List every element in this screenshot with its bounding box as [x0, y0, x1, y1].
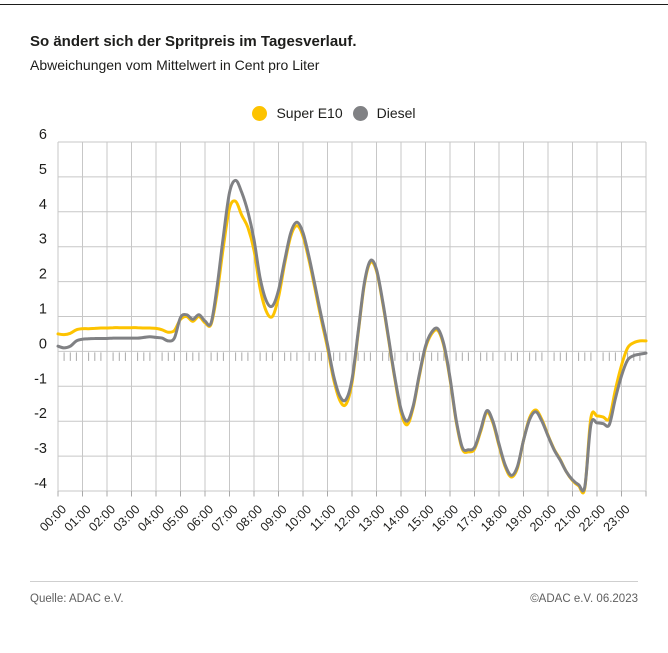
x-tick-label: 13:00 — [356, 502, 388, 534]
x-tick-label: 07:00 — [209, 502, 241, 534]
x-tick-label: 08:00 — [233, 502, 265, 534]
y-tick-label: -3 — [34, 441, 47, 457]
x-tick-label: 01:00 — [62, 502, 94, 534]
x-tick-label: 14:00 — [380, 502, 412, 534]
y-tick-label: -1 — [34, 371, 47, 387]
x-tick-label: 15:00 — [405, 502, 437, 534]
x-tick-label: 02:00 — [86, 502, 118, 534]
y-tick-label: 1 — [39, 302, 47, 318]
y-tick-label: 4 — [39, 197, 47, 213]
x-tick-label: 17:00 — [454, 502, 486, 534]
series-diesel-line — [56, 178, 648, 493]
x-axis-labels: 00:0001:0002:0003:0004:0005:0006:0007:00… — [37, 502, 633, 534]
legend-label-super-e10: Super E10 — [276, 105, 343, 121]
x-tick-label: 16:00 — [429, 502, 461, 534]
x-axis-ticks — [57, 491, 647, 497]
y-tick-label: -2 — [34, 406, 47, 422]
x-tick-label: 00:00 — [37, 502, 69, 534]
chart-title: So ändert sich der Spritpreis im Tagesve… — [30, 33, 357, 50]
x-tick-label: 12:00 — [331, 502, 363, 534]
copyright-label: ©ADAC e.V. 06.2023 — [530, 593, 638, 605]
x-tick-label: 18:00 — [478, 502, 510, 534]
legend-label-diesel: Diesel — [376, 105, 416, 121]
legend-swatch-super-e10 — [252, 105, 268, 121]
x-tick-label: 11:00 — [307, 502, 338, 533]
legend-item-diesel: Diesel — [352, 105, 416, 121]
x-tick-label: 23:00 — [601, 502, 633, 534]
legend-swatch-diesel — [352, 105, 368, 121]
y-axis-labels: 6 5 4 3 2 1 0 -1 -2 -3 -4 — [34, 127, 47, 492]
zero-line-minor-ticks — [63, 352, 641, 361]
legend: Super E10 Diesel — [0, 105, 668, 121]
top-border-line — [0, 4, 668, 5]
y-tick-label: 2 — [39, 267, 47, 283]
x-tick-label: 09:00 — [258, 502, 290, 534]
gridlines — [57, 141, 647, 492]
x-tick-label: 19:00 — [503, 502, 535, 534]
x-tick-label: 06:00 — [184, 502, 216, 534]
legend-item-super-e10: Super E10 — [252, 105, 343, 121]
chart-header: So ändert sich der Spritpreis im Tagesve… — [30, 33, 357, 73]
x-tick-label: 04:00 — [135, 502, 167, 534]
x-tick-label: 22:00 — [576, 502, 608, 534]
y-tick-label: 5 — [39, 162, 47, 178]
y-tick-label: 6 — [39, 127, 47, 143]
x-tick-label: 10:00 — [282, 502, 314, 534]
footer: Quelle: ADAC e.V. ©ADAC e.V. 06.2023 — [30, 593, 638, 605]
x-tick-label: 20:00 — [527, 502, 559, 534]
x-tick-label: 21:00 — [552, 502, 584, 534]
x-tick-label: 05:00 — [160, 502, 192, 534]
footer-divider — [30, 581, 638, 582]
source-label: Quelle: ADAC e.V. — [30, 593, 124, 605]
y-tick-label: 3 — [39, 232, 47, 248]
chart-subtitle: Abweichungen vom Mittelwert in Cent pro … — [30, 56, 320, 73]
y-tick-label: -4 — [34, 476, 47, 492]
x-tick-label: 03:00 — [111, 502, 143, 534]
y-tick-label: 0 — [39, 336, 47, 352]
